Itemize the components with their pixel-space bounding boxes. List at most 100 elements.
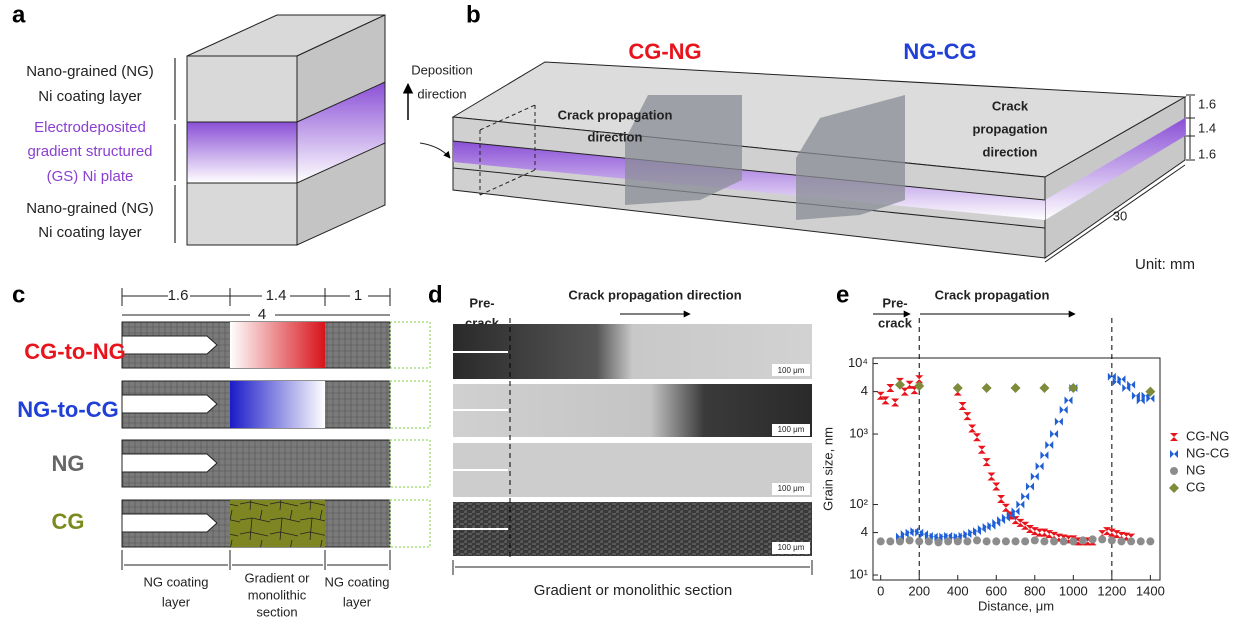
scale-bars — [772, 364, 810, 554]
point — [1011, 537, 1020, 546]
section-lines — [452, 560, 813, 575]
layer-text: Electrodeposited — [34, 119, 146, 136]
point — [1170, 467, 1178, 475]
point — [891, 398, 900, 407]
point — [944, 537, 953, 546]
scale-label: 100 μm — [778, 366, 805, 375]
panel-label: c — [12, 281, 25, 308]
point — [881, 396, 890, 405]
point — [1127, 537, 1136, 546]
point — [973, 536, 982, 545]
point — [1045, 440, 1054, 449]
bottom-layer — [186, 182, 298, 246]
point — [1050, 430, 1059, 439]
layer-text: (GS) Ni plate — [47, 168, 134, 185]
dimension-lines — [121, 288, 391, 316]
x-tick-label: 1200 — [1097, 583, 1126, 598]
thickness: 1.6 — [1198, 96, 1216, 111]
width: 30 — [1113, 208, 1127, 223]
point — [953, 537, 962, 546]
scale-label: 100 μm — [778, 425, 805, 434]
sample-name: CG — [52, 509, 85, 534]
point — [1170, 450, 1178, 458]
x-tick-label: 400 — [947, 583, 969, 598]
point — [1107, 528, 1116, 537]
point — [981, 383, 992, 394]
point — [1078, 536, 1087, 545]
micrograph — [453, 443, 812, 497]
y-tick-label: 10¹ — [849, 566, 868, 581]
point — [1030, 536, 1039, 545]
direction-text: direction — [588, 129, 643, 144]
direction-text: direction — [983, 144, 1038, 159]
y-tick-label: 10² — [849, 496, 868, 511]
point — [1064, 396, 1073, 405]
layer-text: Ni coating layer — [38, 224, 141, 241]
precrack: crack — [878, 315, 913, 330]
point — [914, 381, 925, 392]
point — [1025, 482, 1034, 491]
point — [1001, 503, 1010, 512]
sample-cg — [121, 499, 431, 548]
point — [1050, 537, 1059, 546]
sample-ng-cg — [121, 380, 431, 429]
sample-name: CG-to-NG — [24, 339, 125, 364]
section-lines — [121, 550, 391, 570]
point — [1040, 451, 1049, 460]
notch-right — [796, 95, 905, 220]
arrow — [419, 142, 451, 159]
point — [982, 537, 991, 546]
section-text: section — [256, 604, 297, 619]
point — [1045, 530, 1054, 539]
point — [1030, 472, 1039, 481]
x-tick-label: 200 — [908, 583, 930, 598]
layer-text: Nano-grained (NG) — [26, 200, 154, 217]
point — [886, 384, 895, 393]
panel-a: a Nano-grained (NG) Ni coating layer Ele… — [12, 1, 473, 246]
point — [1016, 500, 1025, 509]
sample-cg-ng — [121, 321, 431, 369]
point — [1059, 405, 1068, 414]
unit: Unit: mm — [1135, 256, 1195, 273]
x-axis-label: Distance, μm — [978, 598, 1054, 613]
panel-label: b — [466, 1, 481, 28]
sample-ng — [121, 439, 431, 488]
plot-frame — [872, 357, 1161, 581]
point — [1136, 537, 1145, 546]
sample-name: NG — [52, 451, 85, 476]
point — [924, 537, 933, 546]
section-text: layer — [162, 594, 191, 609]
point — [1069, 537, 1078, 546]
plate-side-gs — [1045, 118, 1185, 220]
point — [1170, 433, 1178, 441]
point — [997, 494, 1006, 503]
point — [1039, 383, 1050, 394]
direction-text: Crack propagation direction — [568, 287, 741, 302]
dim: 1.4 — [266, 287, 287, 304]
precrack: Pre- — [882, 295, 907, 310]
legend-label: NG-CG — [1186, 445, 1229, 460]
point — [1146, 537, 1155, 546]
legend-label: CG — [1186, 479, 1206, 494]
point — [886, 537, 895, 546]
point — [1035, 462, 1044, 471]
point — [987, 472, 996, 481]
notch-left — [625, 95, 742, 205]
point — [894, 379, 905, 390]
point — [992, 537, 1001, 546]
point — [905, 536, 914, 545]
dim: 4 — [258, 306, 266, 323]
section-text: layer — [343, 594, 372, 609]
point — [1025, 524, 1034, 533]
point — [1016, 518, 1025, 527]
precrack: Pre- — [469, 295, 494, 310]
point — [915, 537, 924, 546]
point — [1040, 537, 1049, 546]
y-tick-label: 4 — [861, 524, 868, 539]
section-text: Gradient or — [244, 570, 310, 585]
point — [1010, 383, 1021, 394]
micrograph — [453, 324, 812, 379]
point — [1117, 375, 1126, 384]
point — [1169, 483, 1179, 493]
